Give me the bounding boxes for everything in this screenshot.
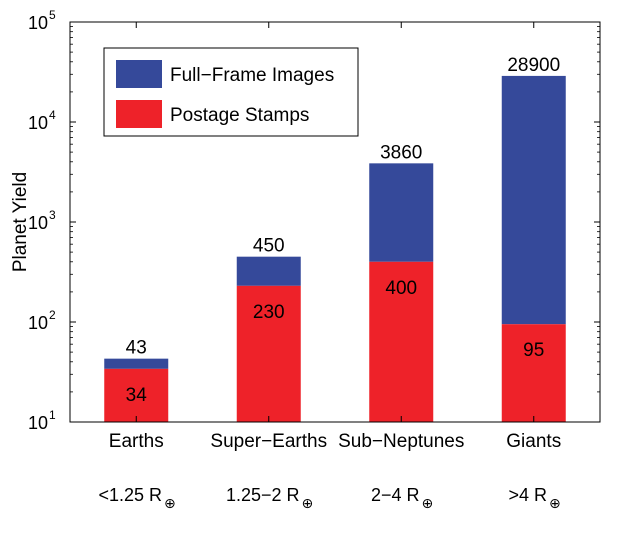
x-size-range-label: <1.25 R ⊕ [98, 485, 175, 511]
earth-symbol: ⊕ [164, 495, 176, 511]
y-tick-exponent: 2 [49, 308, 56, 322]
x-category-label: Giants [506, 431, 561, 452]
y-tick-exponent: 1 [49, 408, 56, 422]
legend-swatch [116, 100, 162, 128]
x-category-label: Sub−Neptunes [338, 431, 464, 452]
legend-label: Postage Stamps [170, 105, 309, 126]
data-label-postage-stamps: 95 [523, 340, 544, 361]
y-tick-exponent: 5 [49, 8, 56, 22]
x-category-label: Earths [109, 431, 164, 452]
data-label-full-frame: 3860 [380, 142, 422, 163]
earth-symbol: ⊕ [422, 495, 434, 511]
bar-postage-stamps [501, 324, 566, 422]
bar-full-frame [369, 163, 434, 262]
x-category-label: Super−Earths [210, 431, 327, 452]
y-tick-label: 10 [28, 313, 48, 333]
x-size-range-label: 1.25−2 R ⊕ [226, 485, 313, 511]
y-tick-label: 10 [28, 13, 48, 33]
plot-area: 43 34 450 230 3860 400 28900 95 [104, 55, 566, 422]
data-label-postage-stamps: 400 [385, 278, 417, 299]
legend-label: Full−Frame Images [170, 65, 334, 86]
y-axis-title: Planet Yield [10, 172, 31, 272]
bar-full-frame [236, 256, 301, 286]
data-label-postage-stamps: 34 [126, 385, 148, 406]
size-range-text: 2−4 R [371, 485, 420, 505]
y-tick-exponent: 3 [49, 208, 56, 222]
data-label-full-frame: 450 [253, 236, 285, 257]
data-label-full-frame: 28900 [507, 55, 560, 76]
bar-postage-stamps [236, 285, 301, 422]
bar-full-frame [501, 75, 566, 325]
x-size-range-label: >4 R ⊕ [508, 485, 560, 511]
bar-full-frame [104, 358, 169, 369]
x-size-range-label: 2−4 R ⊕ [371, 485, 433, 511]
legend-swatch [116, 60, 162, 88]
bar-postage-stamps [104, 368, 169, 422]
size-range-text: 1.25−2 R [226, 485, 300, 505]
y-tick-exponent: 4 [49, 108, 56, 122]
data-label-postage-stamps: 230 [253, 302, 285, 323]
data-label-full-frame: 43 [126, 338, 147, 359]
earth-symbol: ⊕ [549, 495, 561, 511]
legend: Full−Frame Images Postage Stamps [103, 47, 359, 137]
earth-symbol: ⊕ [302, 495, 314, 511]
size-range-text: >4 R [508, 485, 547, 505]
y-tick-label: 10 [28, 213, 48, 233]
bar-postage-stamps [369, 261, 434, 422]
y-tick-label: 10 [28, 413, 48, 433]
size-range-text: <1.25 R [98, 485, 162, 505]
y-tick-label: 10 [28, 113, 48, 133]
